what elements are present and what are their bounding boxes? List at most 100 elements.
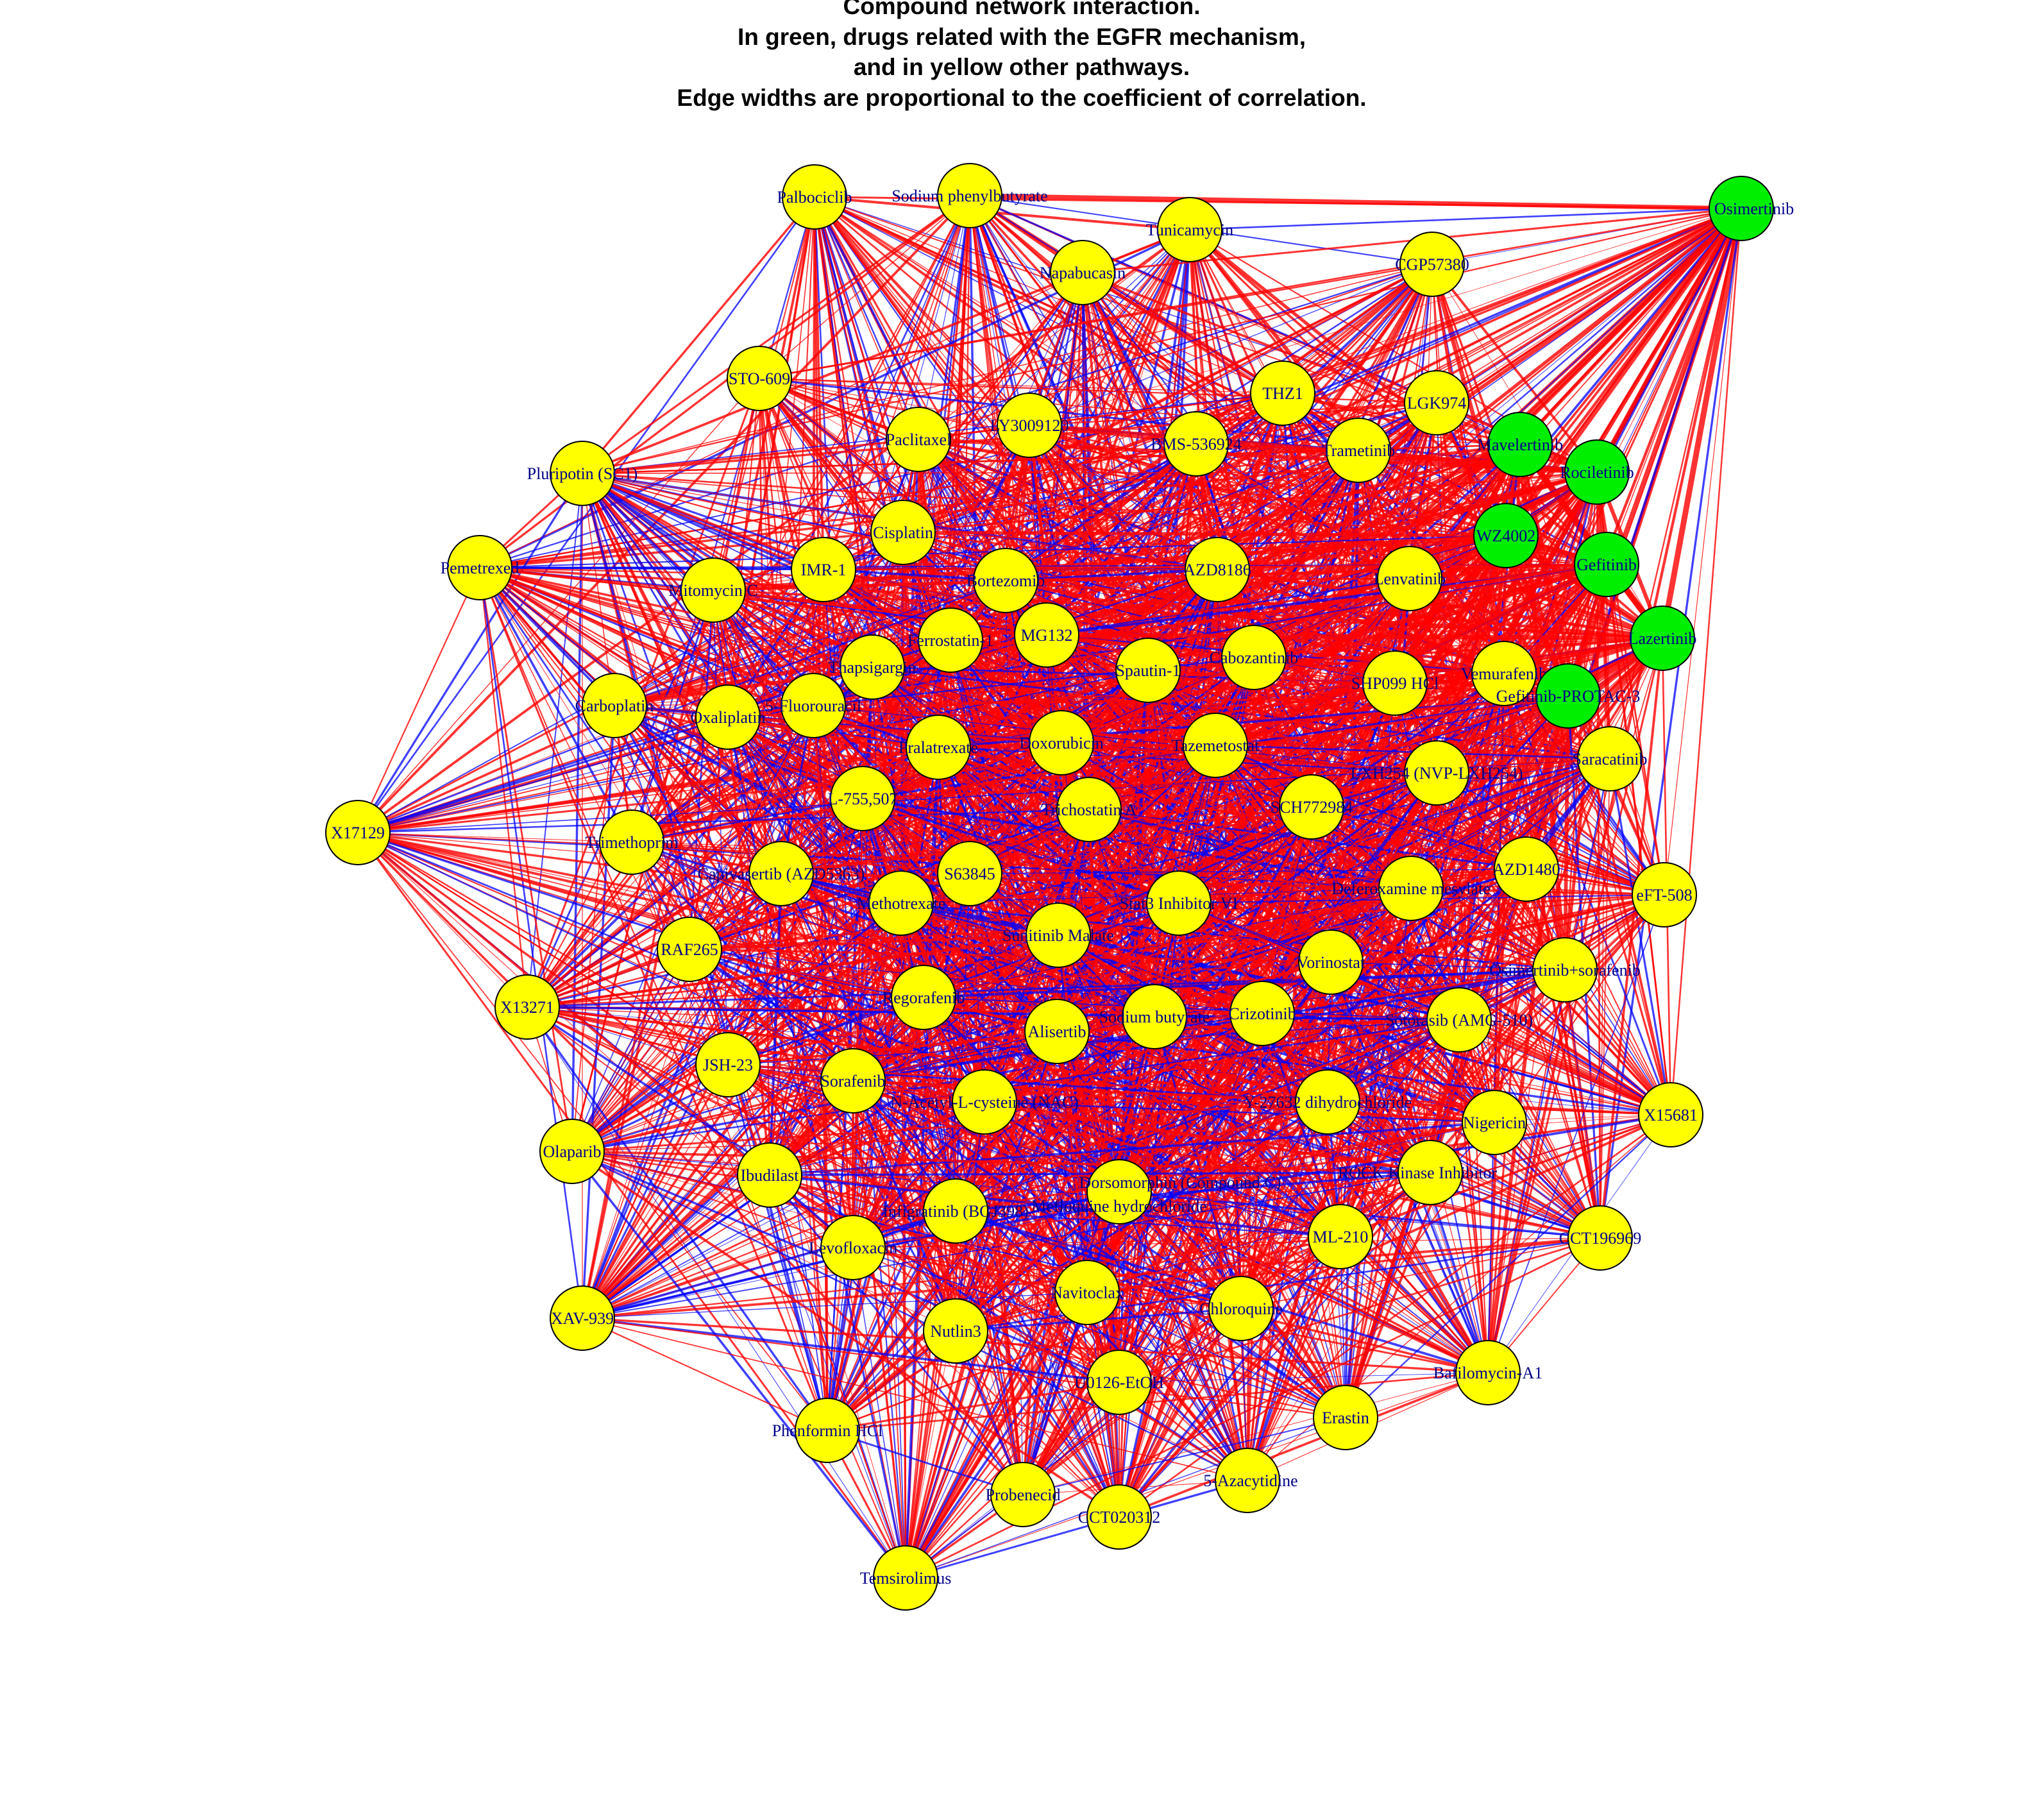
node-label: SHP099 HCl [1351, 674, 1439, 693]
network-edge [1669, 208, 1743, 1115]
node-circle [923, 1178, 988, 1244]
network-edge [1088, 772, 1437, 810]
network-edge [969, 873, 1179, 904]
node-label: S63845 [944, 865, 995, 883]
network-edge [571, 1101, 1328, 1153]
node-circle [952, 1069, 1017, 1135]
node-circle [1426, 987, 1492, 1053]
network-edge [984, 1101, 1495, 1124]
node-circle [1295, 1069, 1360, 1135]
network-edge [1118, 1191, 1249, 1481]
network-edge [357, 567, 480, 833]
network-edge [1118, 1235, 1342, 1518]
title-line-2: In green, drugs related with the EGFR me… [738, 24, 1306, 50]
network-edge [1058, 934, 1671, 1116]
node-vorinostat: Vorinostat [1297, 929, 1365, 995]
network-edge [357, 832, 1671, 1115]
node-lxh254-nvp-lxh254: LXH254 (NVP-LXH254) [1350, 740, 1523, 806]
network-edge [852, 969, 1566, 1082]
node-rociletinib: Rociletinib [1560, 439, 1634, 505]
node-label: Cisplatin [873, 523, 933, 542]
network-edge [1246, 1013, 1263, 1481]
network-edge [527, 969, 1566, 1008]
node-imr-1: IMR-1 [791, 537, 856, 602]
network-edge [905, 1308, 1242, 1579]
network-edge [827, 1013, 1263, 1431]
node-circle [1638, 1082, 1703, 1148]
network-edge [582, 471, 1598, 474]
network-edge [1215, 744, 1527, 870]
network-edge [689, 948, 1331, 963]
node-circle [1029, 710, 1094, 775]
node-label: Sodium phenylbutyrate [891, 187, 1047, 205]
network-edge [571, 873, 782, 1152]
network-edge [1564, 969, 1601, 1239]
network-edge [1082, 272, 1359, 451]
node-levofloxacin: Levofloxacin [809, 1215, 897, 1280]
network-edge [582, 1019, 1460, 1319]
node-label: Saracatinib [1573, 750, 1648, 768]
node-methotrexate: Methotrexate [857, 870, 945, 936]
network-edge [727, 996, 924, 1066]
node-5-azacytidine: 5-Azacytidine [1203, 1448, 1298, 1513]
network-edge [1247, 962, 1331, 1481]
network-edge [1344, 1172, 1432, 1418]
node-label: Nutlin3 [930, 1322, 981, 1341]
node-circle [1115, 638, 1181, 703]
diagram-title: Compound network interaction. In green, … [677, 0, 1366, 111]
node-circle [1577, 726, 1643, 792]
node-regorafenib: Regorafenib [883, 965, 965, 1030]
node-nutlin3: Nutlin3 [923, 1298, 988, 1364]
node-circle [1056, 777, 1122, 842]
node-circle [891, 965, 956, 1030]
node-circle [1462, 1090, 1527, 1155]
network-edge [1119, 1372, 1489, 1383]
network-edge [983, 1101, 1120, 1518]
node-label: LXH254 (NVP-LXH254) [1350, 764, 1523, 783]
network-edge [479, 272, 1083, 568]
network-edge [571, 1150, 907, 1579]
node-doxorubicin: Doxorubicin [1019, 710, 1104, 775]
node-label: L-755,507 [827, 790, 897, 808]
node-chloroquine: Chloroquine [1199, 1276, 1283, 1341]
network-edge [1061, 694, 1569, 745]
node-circle [1250, 360, 1315, 426]
node-circle [918, 607, 983, 673]
node-label: Cabozantinib [1210, 648, 1299, 667]
node-xav-939: XAV-939 [550, 1285, 615, 1351]
network-edge [1215, 744, 1665, 896]
node-sodium-butyrate: Sodium butyrate [1099, 984, 1210, 1049]
node-circle [1532, 937, 1598, 1003]
node-label: Tazemetostat [1172, 736, 1260, 755]
network-edge [1519, 444, 1665, 895]
network-edge [1340, 1236, 1489, 1373]
node-saracatinib: Saracatinib [1573, 726, 1648, 792]
node-circle [695, 1032, 761, 1097]
network-edge [727, 1063, 956, 1212]
node-circle [447, 535, 512, 600]
network-edge [852, 1246, 1024, 1496]
network-edge [1330, 962, 1566, 970]
network-edge [1217, 534, 1507, 572]
network-edge [582, 264, 1433, 474]
node-trichostatin-a: Trichostatin A [1042, 777, 1137, 842]
network-edge [582, 207, 1742, 475]
network-edge [357, 831, 1601, 1239]
network-edge [527, 1006, 854, 1248]
node-circle [886, 407, 951, 472]
network-edge [955, 1330, 1120, 1518]
node-label: Dorsomorphin (Compound C) [1079, 1173, 1281, 1192]
node-label: Alisertib [1028, 1022, 1086, 1041]
network-edge [769, 1174, 1088, 1293]
node-cgp57380: CGP57380 [1395, 232, 1469, 297]
network-edge [813, 705, 1437, 774]
node-label: Crizotinib [1228, 1004, 1296, 1023]
network-edge [357, 682, 1396, 834]
network-edge [814, 196, 1190, 231]
network-edge [827, 1429, 1024, 1496]
node-circle [1567, 1205, 1633, 1271]
network-edge [1409, 578, 1665, 895]
network-edge [1240, 1237, 1601, 1309]
node-circle [1122, 984, 1187, 1049]
node-tunicamycin: Tunicamycin [1146, 197, 1233, 262]
